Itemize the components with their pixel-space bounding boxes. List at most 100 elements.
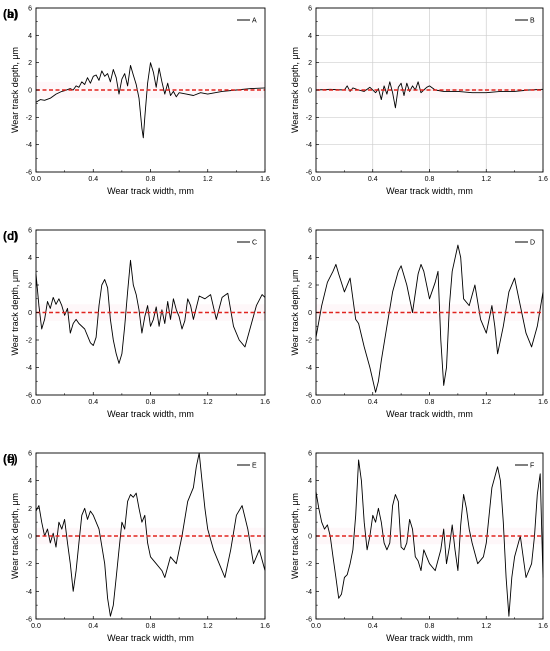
x-tick-label: 0.0: [31, 623, 41, 630]
y-tick-label: -6: [306, 170, 312, 177]
y-tick-label: -2: [306, 561, 312, 568]
panel-letter: (a): [3, 7, 18, 21]
x-tick-label: 0.8: [425, 623, 435, 630]
x-tick-label: 0.4: [368, 176, 378, 183]
x-tick-label: 0.8: [425, 176, 435, 183]
legend-label: E: [252, 463, 257, 470]
panel-(d): (d) 0.0 0.4 0.8 1.2 1.6 6 4 2 0 -2 -4 -6 Wear track w…: [3, 228, 548, 420]
y-tick-label: -6: [26, 393, 32, 400]
y-tick-label: 2: [28, 283, 32, 290]
x-axis-label: Wear track width, mm: [386, 186, 473, 196]
panel-letter: (e): [3, 452, 18, 466]
x-tick-label: 1.2: [203, 399, 213, 406]
x-tick-label: 0.8: [146, 623, 156, 630]
x-tick-label: 1.2: [203, 176, 213, 183]
legend-label: F: [530, 463, 534, 470]
x-tick-label: 1.2: [481, 623, 491, 630]
y-tick-label: -6: [306, 393, 312, 400]
y-tick-label: 6: [28, 451, 32, 458]
y-tick-label: -2: [26, 115, 32, 122]
legend-label: A: [252, 18, 257, 25]
y-tick-label: 4: [308, 255, 312, 262]
x-axis-label: Wear track width, mm: [107, 186, 194, 196]
x-tick-label: 0.0: [31, 399, 41, 406]
x-tick-label: 1.6: [260, 176, 270, 183]
x-axis-label: Wear track width, mm: [386, 633, 473, 643]
series-line-A: [35, 62, 266, 139]
series-line-F: [315, 459, 544, 617]
y-tick-label: -2: [26, 338, 32, 345]
series-line-E: [35, 452, 266, 617]
y-tick-label: -2: [306, 115, 312, 122]
y-tick-label: 4: [28, 478, 32, 485]
x-tick-label: 1.6: [260, 623, 270, 630]
y-tick-label: -4: [26, 589, 32, 596]
y-tick-label: 2: [28, 506, 32, 513]
x-axis-label: Wear track width, mm: [107, 633, 194, 643]
legend-label: C: [252, 240, 257, 247]
x-tick-label: 1.6: [260, 399, 270, 406]
y-tick-label: 4: [28, 33, 32, 40]
series-line-C: [35, 259, 266, 364]
y-tick-label: -6: [26, 170, 32, 177]
panel-(a): (a) 0.0 0.4 0.8 1.2 1.6 6 4 2 0 -2 -4 -6 Wear track w…: [3, 6, 270, 197]
y-tick-label: -2: [306, 338, 312, 345]
x-tick-label: 1.2: [481, 176, 491, 183]
y-axis-label: Wear track depth, μm: [290, 269, 300, 355]
x-tick-label: 0.0: [31, 176, 41, 183]
panel-letter: (d): [3, 229, 18, 243]
x-tick-label: 0.4: [88, 623, 98, 630]
y-tick-label: 0: [308, 534, 312, 541]
x-axis-label: Wear track width, mm: [386, 409, 473, 419]
x-tick-label: 1.6: [538, 623, 548, 630]
x-tick-label: 0.8: [425, 399, 435, 406]
panel-(f): (f) 0.0 0.4 0.8 1.2 1.6 6 4 2 0 -2 -4 -6 Wear track w…: [3, 451, 548, 644]
y-axis-label: Wear track depth, μm: [10, 493, 20, 579]
x-tick-label: 0.0: [311, 623, 321, 630]
panel-letter: (b): [3, 7, 18, 21]
x-tick-label: 1.6: [538, 176, 548, 183]
x-tick-label: 1.6: [538, 399, 548, 406]
x-tick-label: 0.0: [311, 399, 321, 406]
panel-letter: (c): [3, 229, 18, 243]
series-line-D: [315, 244, 544, 393]
y-tick-label: -4: [306, 589, 312, 596]
y-tick-label: 2: [308, 283, 312, 290]
y-tick-label: 6: [308, 6, 312, 13]
y-tick-label: -2: [26, 561, 32, 568]
y-tick-label: 2: [308, 506, 312, 513]
y-tick-label: 6: [308, 228, 312, 235]
y-tick-label: 6: [28, 6, 32, 13]
y-axis-label: Wear track depth, μm: [290, 493, 300, 579]
y-tick-label: 4: [308, 478, 312, 485]
y-tick-label: 4: [28, 255, 32, 262]
x-tick-label: 0.8: [146, 399, 156, 406]
x-tick-label: 0.4: [368, 623, 378, 630]
y-tick-label: 0: [308, 88, 312, 95]
x-tick-label: 0.4: [88, 176, 98, 183]
x-tick-label: 0.4: [368, 399, 378, 406]
x-tick-label: 1.2: [481, 399, 491, 406]
panel-letter: (f): [3, 452, 15, 466]
panel-(b): (b) 0.0 0.4 0.8 1.2 1.6 6 4 2 0 -2 -4 -6 Wear track w…: [3, 6, 548, 197]
legend-label: D: [530, 240, 535, 247]
y-axis-label: Wear track depth, μm: [10, 269, 20, 355]
y-tick-label: 2: [28, 60, 32, 67]
x-tick-label: 0.4: [88, 399, 98, 406]
panel-(e): (e) 0.0 0.4 0.8 1.2 1.6 6 4 2 0 -2 -4 -6 Wear track w…: [3, 451, 270, 644]
y-tick-label: 0: [28, 310, 32, 317]
y-tick-label: 0: [308, 310, 312, 317]
y-tick-label: -4: [26, 365, 32, 372]
y-axis-label: Wear track depth, μm: [10, 47, 20, 133]
legend-label: B: [530, 18, 535, 25]
y-tick-label: -6: [306, 617, 312, 624]
panel-(c): (c) 0.0 0.4 0.8 1.2 1.6 6 4 2 0 -2 -4 -6 Wear track w…: [3, 228, 270, 420]
y-tick-label: 6: [308, 451, 312, 458]
y-tick-label: 4: [308, 33, 312, 40]
y-tick-label: 2: [308, 60, 312, 67]
y-tick-label: 0: [28, 88, 32, 95]
y-tick-label: 6: [28, 228, 32, 235]
x-tick-label: 0.0: [311, 176, 321, 183]
y-tick-label: -6: [26, 617, 32, 624]
